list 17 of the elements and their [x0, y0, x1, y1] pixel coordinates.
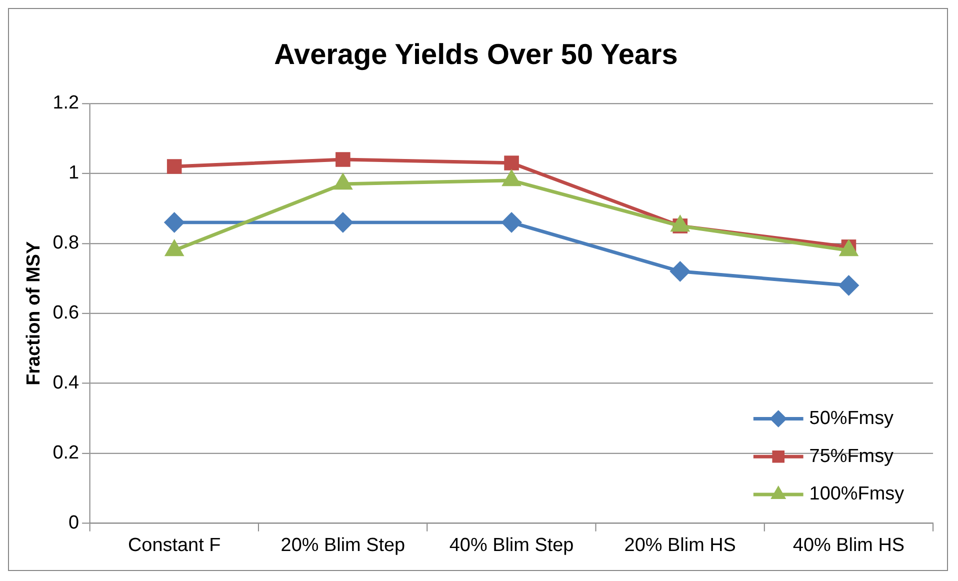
x-tick-label: Constant F [128, 534, 221, 556]
y-tick-label: 0 [68, 512, 80, 534]
legend-label: 75%Fmsy [809, 446, 894, 467]
y-tick-label: 0.2 [52, 442, 80, 464]
y-tick-label: 1.2 [52, 92, 80, 114]
legend-label: 100%Fmsy [809, 484, 905, 505]
x-tick-label: 40% Blim HS [792, 534, 905, 556]
x-tick-label: 40% Blim Step [449, 534, 574, 556]
y-tick-label: 1 [68, 162, 80, 184]
x-tick-label: 20% Blim Step [280, 534, 406, 556]
y-tick-label: 0.8 [52, 232, 80, 254]
y-axis-title: Fraction of MSY [24, 241, 45, 386]
y-tick-label: 0.6 [52, 302, 80, 324]
chart-title: Average Yields Over 50 Years [274, 39, 678, 72]
x-tick-label: 20% Blim HS [624, 534, 736, 556]
legend-label: 50%Fmsy [809, 408, 894, 429]
y-tick-label: 0.4 [52, 372, 80, 394]
